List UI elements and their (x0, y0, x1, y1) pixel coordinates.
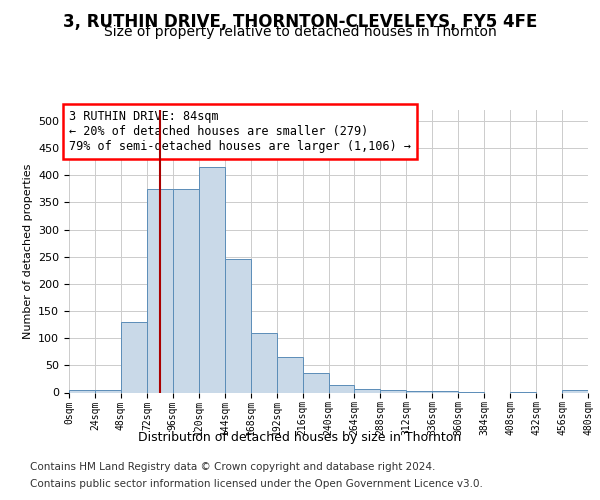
Text: 3 RUTHIN DRIVE: 84sqm
← 20% of detached houses are smaller (279)
79% of semi-det: 3 RUTHIN DRIVE: 84sqm ← 20% of detached … (69, 110, 411, 153)
Text: 3, RUTHIN DRIVE, THORNTON-CLEVELEYS, FY5 4FE: 3, RUTHIN DRIVE, THORNTON-CLEVELEYS, FY5… (63, 12, 537, 30)
Bar (69, 390, 95, 392)
Bar (380, 390, 406, 392)
Text: Contains public sector information licensed under the Open Government Licence v3: Contains public sector information licen… (30, 479, 483, 489)
Bar (199, 167, 224, 392)
Text: Size of property relative to detached houses in Thornton: Size of property relative to detached ho… (104, 25, 496, 39)
Bar (147, 189, 173, 392)
Text: Distribution of detached houses by size in Thornton: Distribution of detached houses by size … (139, 431, 461, 444)
Text: Contains HM Land Registry data © Crown copyright and database right 2024.: Contains HM Land Registry data © Crown c… (30, 462, 436, 472)
Bar (251, 332, 277, 392)
Bar (302, 374, 329, 392)
Bar (277, 357, 302, 392)
Y-axis label: Number of detached properties: Number of detached properties (23, 164, 32, 339)
Bar (95, 390, 121, 392)
Bar (329, 385, 355, 392)
Bar (406, 391, 432, 392)
Bar (225, 260, 251, 392)
Bar (355, 388, 380, 392)
Bar (121, 322, 147, 392)
Bar (562, 390, 588, 392)
Bar (173, 189, 199, 392)
